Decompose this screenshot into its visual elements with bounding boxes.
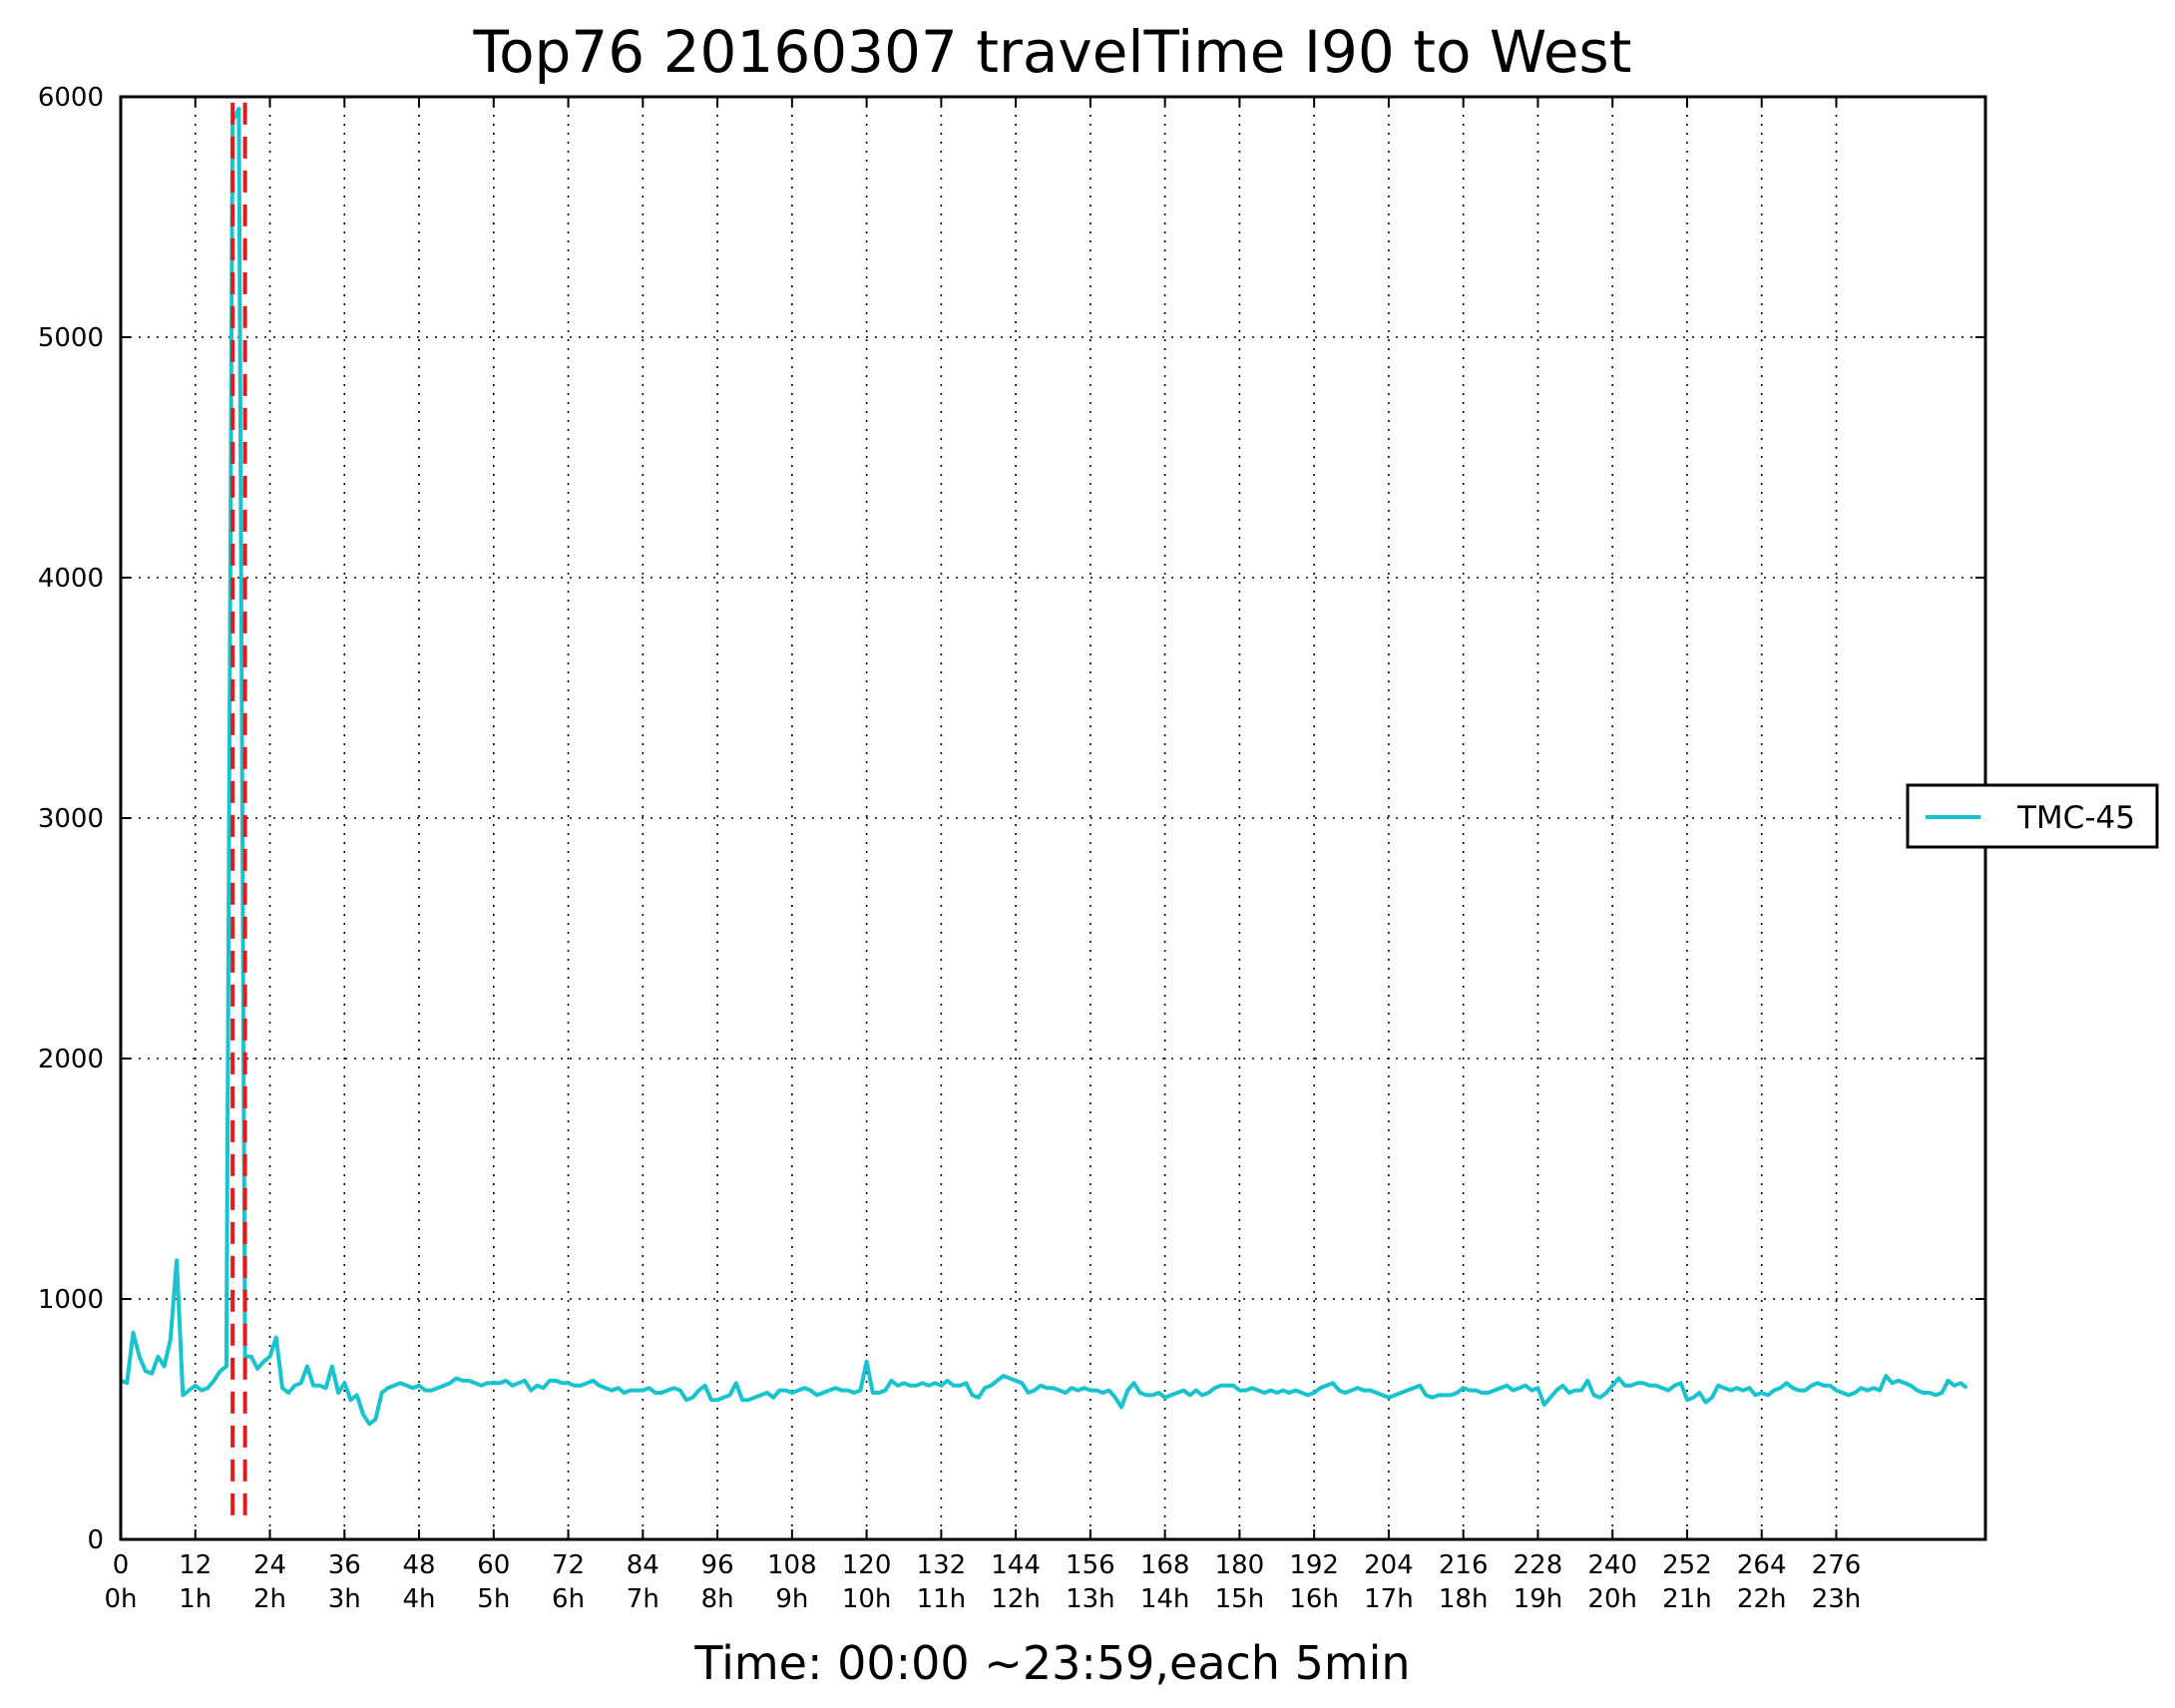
x-tick-hour-label: 4h — [403, 1584, 436, 1614]
x-tick-hour-label: 12h — [991, 1584, 1041, 1614]
x-tick-label: 120 — [842, 1550, 892, 1580]
x-tick-label: 60 — [477, 1550, 510, 1580]
x-tick-hour-label: 7h — [627, 1584, 659, 1614]
x-tick-hour-label: 3h — [328, 1584, 361, 1614]
legend: TMC-45 — [1906, 783, 2159, 849]
x-tick-hour-label: 5h — [477, 1584, 510, 1614]
series-layer — [120, 107, 1968, 1427]
x-tick-hour-label: 2h — [253, 1584, 286, 1614]
x-tick-hour-label: 21h — [1662, 1584, 1712, 1614]
x-tick-label: 264 — [1737, 1550, 1787, 1580]
x-tick-hour-label: 14h — [1140, 1584, 1190, 1614]
chart-title: Top76 20160307 travelTime I90 to West — [473, 18, 1632, 86]
x-tick-hour-label: 17h — [1364, 1584, 1414, 1614]
x-tick-label: 0 — [113, 1550, 130, 1580]
x-tick-hour-label: 1h — [179, 1584, 212, 1614]
y-tick-label: 3000 — [38, 804, 104, 834]
y-tick-label: 4000 — [38, 564, 104, 594]
x-tick-hour-label: 6h — [552, 1584, 585, 1614]
x-tick-label: 180 — [1215, 1550, 1265, 1580]
x-tick-hour-label: 9h — [775, 1584, 808, 1614]
x-tick-label: 144 — [991, 1550, 1041, 1580]
series-line-tmc-45 — [120, 107, 1968, 1427]
x-tick-label: 48 — [402, 1550, 435, 1580]
x-tick-hour-label: 22h — [1737, 1584, 1787, 1614]
x-tick-hour-label: 23h — [1812, 1584, 1862, 1614]
x-tick-hour-label: 18h — [1439, 1584, 1489, 1614]
y-tick-label: 2000 — [38, 1045, 104, 1074]
x-axis-label: Time: 00:00 ~23:59,each 5min — [693, 1636, 1410, 1690]
x-tick-hour-label: 8h — [701, 1584, 734, 1614]
x-tick-label: 156 — [1066, 1550, 1115, 1580]
x-tick-hour-label: 15h — [1215, 1584, 1265, 1614]
x-tick-label: 204 — [1364, 1550, 1414, 1580]
x-tick-label: 72 — [552, 1550, 585, 1580]
x-tick-hour-label: 16h — [1289, 1584, 1339, 1614]
x-tick-hour-label: 20h — [1587, 1584, 1637, 1614]
x-tick-label: 96 — [701, 1550, 734, 1580]
axis-ticks: 00h121h242h363h484h605h726h847h968h1089h… — [38, 83, 1985, 1614]
x-tick-hour-label: 10h — [842, 1584, 892, 1614]
x-tick-hour-label: 19h — [1514, 1584, 1563, 1614]
y-tick-label: 0 — [87, 1525, 104, 1555]
x-tick-hour-label: 11h — [917, 1584, 967, 1614]
y-tick-label: 5000 — [38, 323, 104, 353]
x-tick-label: 132 — [917, 1550, 967, 1580]
x-tick-hour-label: 13h — [1066, 1584, 1115, 1614]
x-tick-label: 168 — [1140, 1550, 1190, 1580]
y-tick-label: 1000 — [38, 1285, 104, 1315]
x-tick-label: 276 — [1812, 1550, 1862, 1580]
x-tick-label: 228 — [1514, 1550, 1563, 1580]
x-tick-label: 108 — [767, 1550, 817, 1580]
x-tick-label: 192 — [1289, 1550, 1339, 1580]
x-tick-label: 12 — [179, 1550, 212, 1580]
legend-label-tmc-45: TMC-45 — [2016, 800, 2135, 836]
x-tick-label: 36 — [328, 1550, 361, 1580]
x-tick-hour-label: 0h — [104, 1584, 137, 1614]
x-tick-label: 252 — [1662, 1550, 1712, 1580]
y-tick-label: 6000 — [38, 83, 104, 113]
x-tick-label: 84 — [627, 1550, 659, 1580]
x-tick-label: 216 — [1439, 1550, 1489, 1580]
x-tick-label: 24 — [253, 1550, 286, 1580]
x-tick-label: 240 — [1587, 1550, 1637, 1580]
